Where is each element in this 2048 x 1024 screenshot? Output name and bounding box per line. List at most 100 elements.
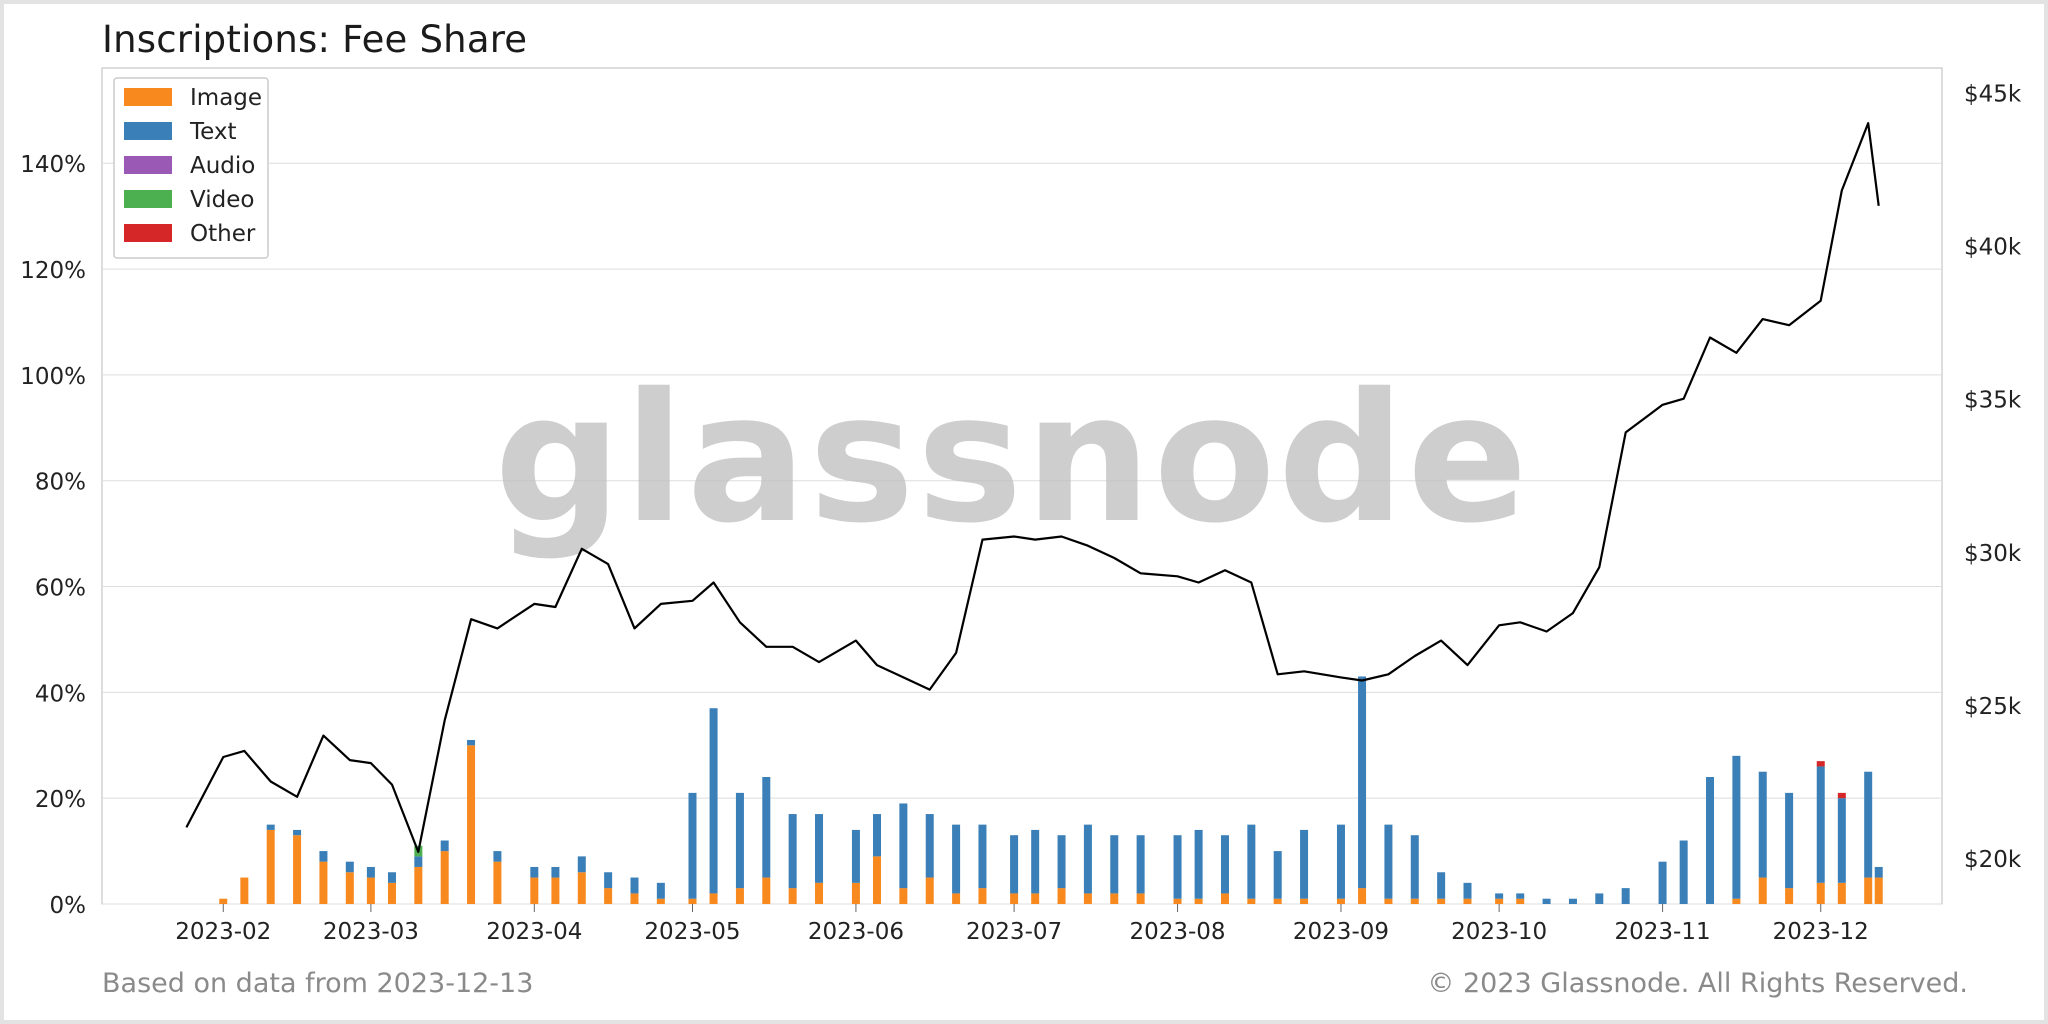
bar-text — [1410, 835, 1419, 899]
bar-image — [467, 745, 476, 904]
bar-other — [1837, 792, 1846, 799]
bar-image — [1463, 898, 1472, 904]
bar-text — [873, 814, 882, 857]
bar-image — [788, 888, 797, 904]
bar-text — [630, 877, 639, 894]
right-tick-label: $35k — [1964, 388, 2022, 414]
legend-swatch-other — [124, 224, 172, 242]
bar-text — [266, 824, 275, 830]
bar-image — [709, 893, 718, 904]
bar-image — [630, 893, 639, 904]
bar-text — [1273, 851, 1282, 899]
x-tick-label: 2023-07 — [966, 919, 1062, 945]
bar-text — [1516, 893, 1525, 899]
bar-image — [219, 898, 228, 904]
bar-image — [899, 888, 908, 904]
bar-text — [1837, 798, 1846, 883]
bar-image — [1785, 888, 1794, 904]
bar-text — [1595, 893, 1604, 904]
bar-image — [604, 888, 613, 904]
bar-text — [1384, 824, 1393, 899]
bar-text — [1336, 824, 1345, 899]
right-tick-label: $40k — [1964, 235, 2022, 261]
bar-image — [1874, 877, 1883, 904]
bar-image — [414, 866, 423, 904]
bar-text — [551, 866, 560, 878]
bar-text — [1732, 755, 1741, 899]
bar-image — [735, 888, 744, 904]
legend-swatch-image — [124, 88, 172, 106]
bar-text — [851, 829, 860, 883]
bar-image — [345, 872, 354, 904]
bar-text — [530, 866, 539, 878]
bar-image — [1410, 898, 1419, 904]
x-tick-label: 2023-03 — [323, 919, 419, 945]
x-tick-label: 2023-04 — [486, 919, 582, 945]
bar-text — [1031, 829, 1040, 894]
bar-image — [1220, 893, 1229, 904]
bar-text — [366, 866, 375, 878]
right-axis-ticks: $20k $25k $30k $35k $40k $45k — [1964, 81, 2022, 873]
x-tick-label: 2023-05 — [644, 919, 740, 945]
bar-image — [1083, 893, 1092, 904]
right-tick-label: $20k — [1964, 847, 2022, 873]
bar-image — [1031, 893, 1040, 904]
bar-text — [1658, 861, 1667, 904]
bar-image — [1837, 882, 1846, 904]
bar-image — [1010, 893, 1019, 904]
bar-text — [387, 872, 396, 883]
price-line-layer — [185, 121, 1880, 854]
bar-image — [688, 898, 697, 904]
legend-label-other: Other — [190, 221, 256, 247]
bar-image — [952, 893, 961, 904]
bar-image — [873, 856, 882, 904]
bar-text — [1621, 888, 1630, 904]
right-tick-label: $45k — [1964, 81, 2022, 107]
bar-text — [978, 824, 987, 889]
bar-image — [1247, 898, 1256, 904]
bar-other — [1816, 761, 1825, 767]
bar-image — [319, 861, 328, 904]
legend-label-video: Video — [190, 187, 254, 213]
bar-text — [1758, 771, 1767, 878]
bar-image — [1273, 898, 1282, 904]
bar-text — [1173, 835, 1182, 899]
copyright-note: © 2023 Glassnode. All Rights Reserved. — [1427, 968, 1968, 999]
bar-image — [851, 882, 860, 904]
x-tick-label: 2023-08 — [1129, 919, 1225, 945]
x-tick-label: 2023-12 — [1773, 919, 1869, 945]
bar-text — [1358, 676, 1367, 889]
legend-label-text: Text — [189, 119, 237, 145]
bar-image — [1136, 893, 1145, 904]
bar-text — [1568, 898, 1577, 904]
bar-image — [1437, 898, 1446, 904]
bar-text — [1706, 777, 1715, 904]
bar-image — [1336, 898, 1345, 904]
bar-text — [762, 777, 771, 878]
bar-text — [1542, 898, 1551, 904]
right-tick-label: $25k — [1964, 694, 2022, 720]
bar-image — [656, 898, 665, 904]
legend: Image Text Audio Video Other — [113, 77, 269, 259]
right-tick-label: $30k — [1964, 541, 2022, 567]
bar-text — [1463, 882, 1472, 899]
bar-text — [1437, 872, 1446, 899]
bar-text — [467, 739, 476, 746]
bar-image — [387, 882, 396, 904]
bar-image — [293, 835, 302, 904]
bar-image — [1057, 888, 1066, 904]
bar-text — [656, 882, 665, 899]
bar-text — [815, 814, 824, 883]
bar-text — [1495, 893, 1504, 899]
bar-text — [414, 856, 423, 867]
bar-image — [1300, 898, 1309, 904]
legend-swatch-video — [124, 190, 172, 208]
bar-text — [735, 792, 744, 889]
left-axis-ticks: 0% 20% 40% 60% 80% 100% 120% 140% — [20, 152, 86, 919]
bar-image — [1732, 898, 1741, 904]
bar-image — [762, 877, 771, 904]
bar-text — [577, 856, 586, 873]
bar-text — [688, 792, 697, 899]
x-tick-label: 2023-02 — [175, 919, 271, 945]
